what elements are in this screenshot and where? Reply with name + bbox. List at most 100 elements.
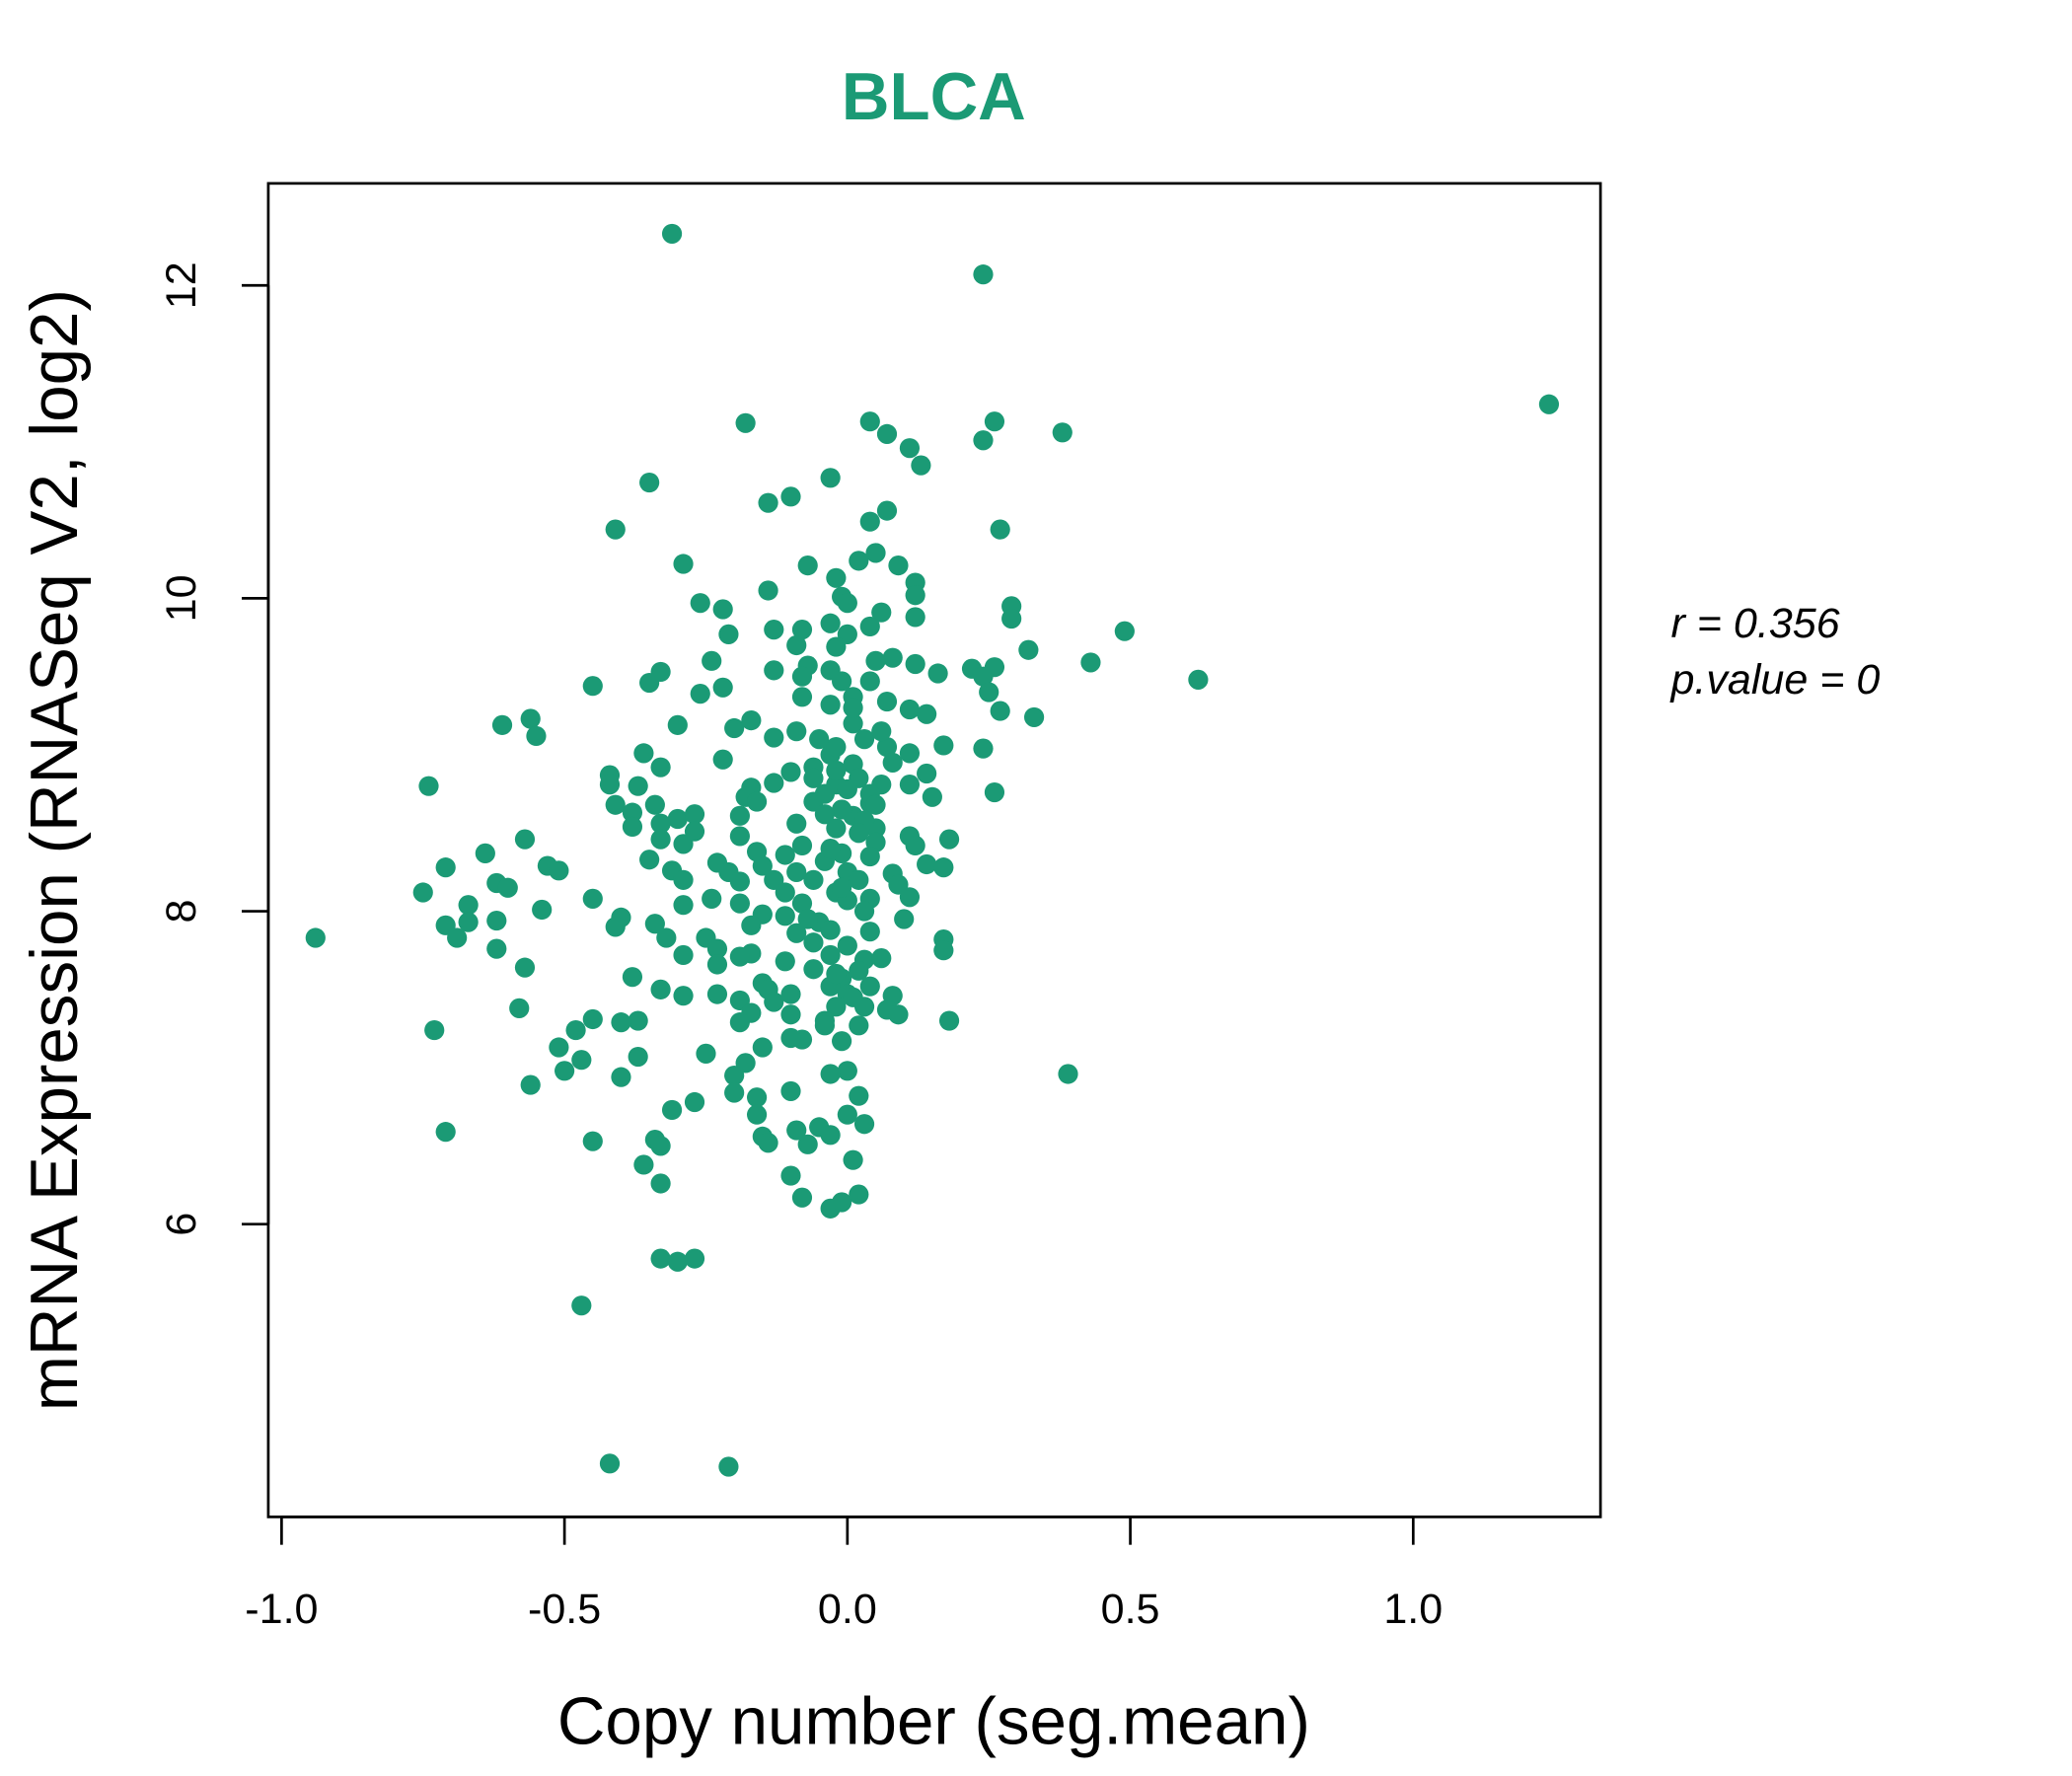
data-point: [673, 869, 694, 890]
data-point: [843, 713, 863, 734]
data-point: [791, 620, 813, 640]
data-point: [820, 695, 841, 715]
data-point: [905, 653, 925, 675]
data-point: [984, 781, 1005, 803]
data-point: [650, 757, 671, 777]
data-point: [667, 714, 688, 735]
data-point: [990, 519, 1010, 540]
data-point: [933, 940, 954, 961]
data-point: [826, 963, 847, 985]
data-point: [758, 1133, 778, 1153]
x-tick-label: 0.5: [1101, 1586, 1160, 1633]
data-point: [605, 917, 626, 937]
data-point: [724, 717, 745, 739]
data-point: [780, 486, 801, 507]
data-point: [849, 1015, 869, 1036]
data-point: [599, 775, 621, 795]
data-point: [667, 808, 688, 830]
data-point: [780, 1004, 801, 1025]
y-tick-label: 10: [158, 574, 205, 622]
data-point: [865, 543, 886, 563]
data-point: [791, 893, 813, 914]
data-point: [803, 932, 824, 953]
data-point: [486, 910, 507, 931]
data-point: [690, 593, 710, 614]
data-point: [667, 1251, 688, 1272]
data-point: [791, 835, 813, 856]
data-point: [650, 829, 671, 850]
data-point: [814, 804, 836, 825]
data-point: [605, 519, 626, 540]
data-point: [809, 729, 830, 750]
data-point: [803, 959, 824, 980]
data-point: [712, 677, 733, 698]
data-point: [622, 802, 643, 823]
data-point: [656, 927, 677, 948]
data-point: [973, 666, 994, 687]
data-point: [650, 979, 671, 999]
data-point: [871, 948, 892, 969]
data-point: [917, 763, 937, 784]
data-point: [661, 1099, 683, 1121]
data-point: [718, 1456, 739, 1477]
data-point: [628, 776, 648, 796]
data-point: [780, 984, 801, 1004]
data-point: [532, 899, 553, 921]
data-point: [990, 701, 1010, 721]
data-point: [764, 660, 784, 681]
data-point: [820, 839, 841, 859]
correlation-r: r = 0.356: [1670, 600, 1839, 647]
data-point: [724, 1082, 745, 1103]
data-point: [979, 682, 999, 703]
data-point: [514, 957, 536, 978]
data-point: [786, 634, 807, 656]
data-point: [894, 909, 915, 929]
data-point: [837, 1104, 857, 1125]
data-point: [458, 912, 479, 932]
data-point: [853, 1114, 875, 1135]
data-point: [775, 845, 795, 865]
data-point: [305, 927, 326, 948]
data-point: [520, 708, 541, 729]
data-point: [746, 1087, 768, 1108]
data-point: [849, 1184, 869, 1205]
data-point: [628, 1010, 648, 1031]
data-point: [820, 1064, 841, 1084]
chart-title: BLCA: [842, 60, 1026, 134]
data-point: [673, 895, 694, 916]
data-point: [520, 1074, 541, 1095]
x-axis: -1.0 -0.5 0.0 0.5 1.0: [245, 1516, 1443, 1633]
y-axis-label: mRNA Expression (RNASeq V2, log2): [18, 289, 92, 1411]
data-point: [447, 927, 468, 948]
data-point: [622, 967, 643, 988]
x-tick-label: 1.0: [1383, 1586, 1443, 1633]
data-point: [859, 411, 880, 432]
data-point: [859, 976, 880, 997]
data-point: [859, 616, 880, 637]
data-point: [486, 938, 507, 959]
data-point: [826, 760, 847, 780]
data-point: [497, 877, 518, 898]
data-point: [775, 906, 795, 926]
data-point: [633, 743, 654, 764]
data-point: [973, 264, 994, 285]
data-point: [571, 1295, 592, 1316]
data-point: [702, 888, 722, 909]
data-point: [826, 736, 847, 758]
data-point: [435, 857, 456, 878]
data-point: [475, 843, 495, 863]
data-point: [797, 555, 818, 576]
data-point: [458, 895, 479, 916]
data-point: [849, 960, 869, 981]
data-point: [684, 1091, 705, 1113]
data-point: [758, 492, 778, 513]
p-value: p.value = 0: [1668, 656, 1880, 703]
data-point: [673, 944, 694, 966]
data-point: [853, 729, 875, 750]
data-point: [803, 869, 824, 890]
data-point: [927, 663, 948, 684]
data-point: [729, 871, 750, 892]
data-point: [435, 1122, 456, 1143]
data-point: [917, 703, 937, 724]
